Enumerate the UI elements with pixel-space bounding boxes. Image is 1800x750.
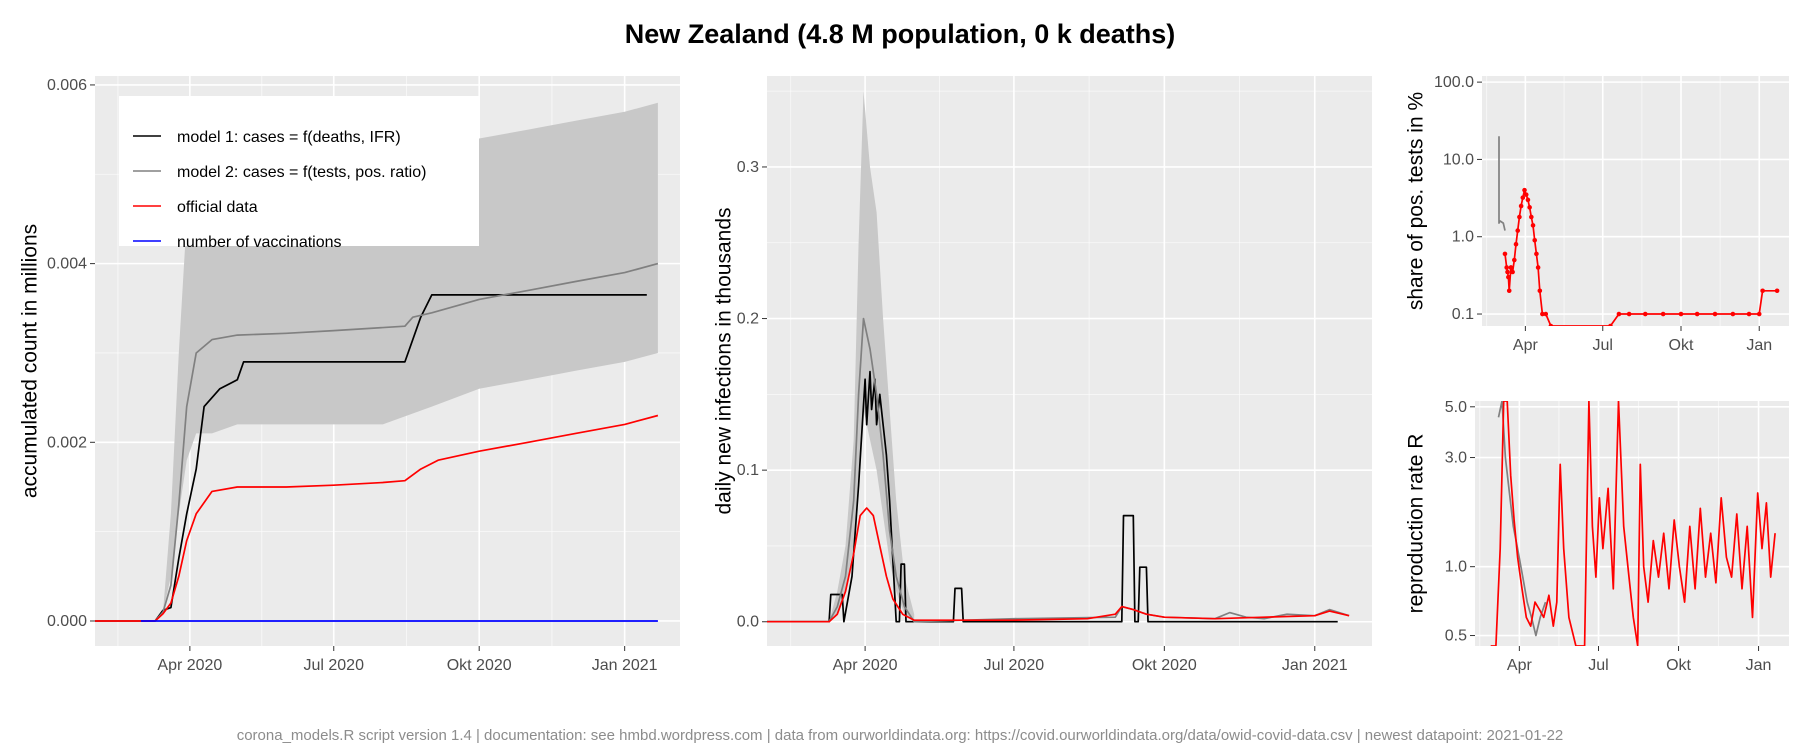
panel-reproduction: Apr Jul Okt Jan 0.5 1.0 3.0 5.0 reproduction rat… [1405, 399, 1789, 674]
y-tick-label: 100.0 [1434, 74, 1474, 91]
data-point [1523, 192, 1529, 197]
data-point [1712, 311, 1718, 317]
y-tick-label: 0.5 [1445, 628, 1467, 645]
x-tick-label: Apr [1513, 337, 1539, 354]
data-point [1517, 214, 1522, 220]
data-point [1608, 323, 1613, 326]
x-tick-label: Jul [1593, 337, 1613, 354]
y-tick-label: 10.0 [1443, 151, 1474, 168]
data-point [1522, 187, 1527, 193]
data-point [1540, 311, 1545, 317]
legend-box [119, 96, 479, 246]
data-point [1513, 241, 1519, 247]
panel-positive-share: Apr Jul Okt Jan 0.1 1.0 10.0 100.0 share of pos.… [1405, 74, 1789, 354]
panel-background [1482, 76, 1789, 326]
data-point [1504, 265, 1509, 270]
y-tick-label: 3.0 [1445, 450, 1467, 467]
y-axis-label: accumulated count in millions [19, 224, 42, 498]
legend-label: official data [177, 199, 258, 216]
data-point [1746, 311, 1752, 317]
data-point [1616, 311, 1622, 317]
data-point [1678, 311, 1684, 317]
y-axis-label: daily new infections in thousands [713, 207, 736, 514]
y-tick-label: 0.002 [47, 434, 87, 451]
data-point [1660, 311, 1666, 317]
x-tick-label: Apr 2020 [833, 657, 898, 674]
y-tick-label: 0.1 [1452, 306, 1474, 323]
data-point [1730, 311, 1736, 317]
y-tick-label: 0.2 [737, 311, 759, 328]
x-tick-label: Jan [1746, 657, 1772, 674]
data-point [1642, 311, 1648, 317]
x-tick-label: Jul [1588, 657, 1608, 674]
data-point [1529, 214, 1534, 220]
data-point [1530, 223, 1536, 228]
x-tick-label: Okt 2020 [447, 657, 512, 674]
data-point [1518, 203, 1524, 209]
plot-area [767, 91, 1350, 623]
series-line [767, 507, 1350, 623]
chart-title: New Zealand (4.8 M population, 0 k death… [625, 19, 1176, 49]
data-point [1520, 195, 1526, 200]
data-point [1537, 288, 1543, 294]
data-point [1756, 311, 1762, 317]
x-tick-label: Apr [1507, 657, 1533, 674]
plot-area [1498, 136, 1780, 326]
data-point [1515, 228, 1521, 233]
data-point [1506, 274, 1511, 280]
series-line [95, 414, 659, 622]
y-tick-label: 0.3 [737, 159, 759, 176]
y-axis-label: reproduction rate R [1405, 434, 1428, 614]
x-tick-label: Okt 2020 [1132, 657, 1197, 674]
panel-daily: Apr 2020 Jul 2020 Okt 2020 Jan 2021 0.0 0.1 0.… [713, 76, 1372, 674]
y-tick-label: 0.006 [47, 77, 87, 94]
x-tick-label: Jul 2020 [303, 657, 364, 674]
legend-label: model 2: cases = f(tests, pos. ratio) [177, 164, 426, 181]
data-point [1505, 269, 1510, 275]
x-tick-label: Apr 2020 [157, 657, 222, 674]
y-tick-label: 0.004 [47, 256, 87, 273]
footer-note: corona_models.R script version 1.4 | doc… [237, 727, 1564, 744]
y-tick-label: 0.0 [737, 614, 759, 631]
data-point [1760, 288, 1765, 294]
data-point [1527, 205, 1532, 210]
series-line [1498, 136, 1506, 231]
series-line [95, 262, 659, 622]
legend-label: number of vaccinations [177, 234, 342, 251]
legend: model 1: cases = f(deaths, IFR) model 2: … [119, 96, 479, 251]
data-point [1508, 265, 1514, 270]
y-tick-label: 1.0 [1452, 229, 1474, 246]
series-line [1490, 401, 1776, 646]
y-axis-label: share of pos. tests in % [1405, 92, 1428, 310]
data-point [1774, 288, 1780, 294]
x-tick-label: Okt [1666, 657, 1691, 674]
x-tick-label: Jan [1746, 337, 1772, 354]
data-point [1535, 265, 1541, 270]
data-point [1548, 323, 1554, 326]
data-point [1626, 311, 1632, 317]
data-point [1525, 197, 1531, 203]
y-tick-label: 0.1 [737, 462, 759, 479]
panel-accumulated: Apr 2020 Jul 2020 Okt 2020 Jan 2021 0.000 0.0… [19, 76, 680, 674]
y-tick-label: 1.0 [1445, 559, 1467, 576]
data-point [1512, 257, 1517, 263]
x-tick-label: Jul 2020 [984, 657, 1045, 674]
y-tick-label: 5.0 [1445, 399, 1467, 416]
x-tick-label: Jan 2021 [592, 657, 658, 674]
plot-area [1490, 401, 1776, 646]
data-point [1510, 269, 1515, 275]
series-line [767, 370, 1338, 623]
data-point [1534, 251, 1539, 257]
x-tick-label: Jan 2021 [1282, 657, 1348, 674]
data-point [1532, 237, 1538, 243]
x-tick-label: Okt [1669, 337, 1694, 354]
data-point [1543, 311, 1549, 317]
legend-label: model 1: cases = f(deaths, IFR) [177, 129, 401, 146]
data-point [1506, 288, 1512, 294]
data-point [1694, 311, 1700, 317]
data-point [1502, 251, 1508, 257]
series-line [1497, 401, 1547, 637]
y-tick-label: 0.000 [47, 613, 87, 630]
